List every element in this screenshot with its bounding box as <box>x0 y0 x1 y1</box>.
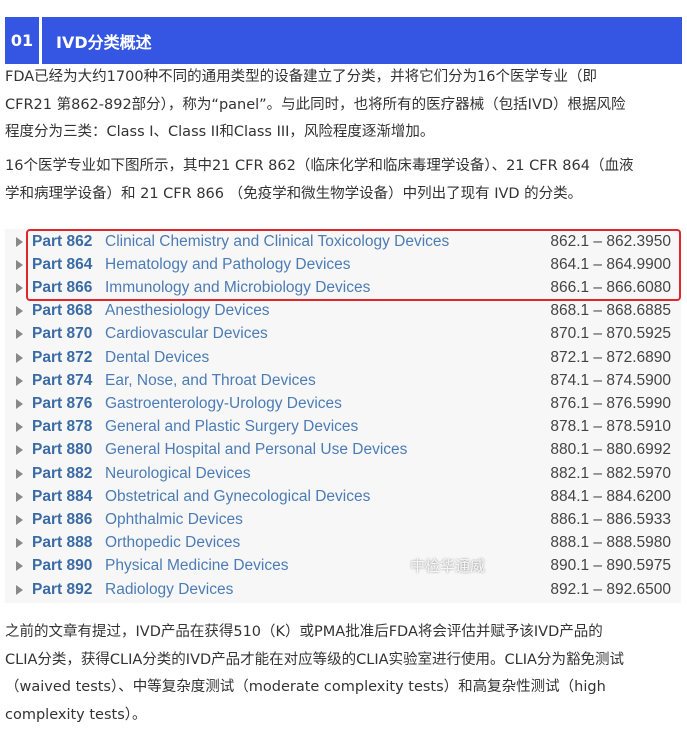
part-name[interactable]: Orthopedic Devices <box>105 534 241 552</box>
table-row[interactable]: Part 870 Cardiovascular Devices 870.1 – … <box>5 323 681 346</box>
table-row[interactable]: Part 878 General and Plastic Surgery Dev… <box>5 416 681 439</box>
part-name[interactable]: Dental Devices <box>105 348 210 366</box>
table-row[interactable]: Part 864 Hematology and Pathology Device… <box>5 253 681 276</box>
section-range: 878.1 – 878.5910 <box>550 418 671 436</box>
watermark: 中检华通威 <box>410 557 486 575</box>
section-title: IVD分类概述 <box>56 32 152 52</box>
part-name[interactable]: General Hospital and Personal Use Device… <box>105 441 408 459</box>
expand-triangle-icon[interactable] <box>16 259 23 270</box>
part-number[interactable]: Part 892 <box>32 580 93 598</box>
part-name[interactable]: Ear, Nose, and Throat Devices <box>105 371 316 389</box>
part-name[interactable]: Neurological Devices <box>105 464 251 482</box>
section-number: 01 <box>5 17 42 64</box>
section-range: 884.1 – 884.6200 <box>550 487 671 505</box>
section-range: 872.1 – 872.6890 <box>550 348 671 366</box>
table-row[interactable]: Part 880 General Hospital and Personal U… <box>5 439 681 462</box>
text-line: 16个医学专业如下图所示，其中21 CFR 862（临床化学和临床毒理学设备）、… <box>5 158 634 174</box>
table-row[interactable]: Part 888 Orthopedic Devices 888.1 – 888.… <box>5 532 681 555</box>
section-header: 01 IVD分类概述 <box>5 17 682 64</box>
expand-triangle-icon[interactable] <box>16 329 23 340</box>
expand-triangle-icon[interactable] <box>16 398 23 409</box>
part-name[interactable]: Immunology and Microbiology Devices <box>105 278 371 296</box>
expand-triangle-icon[interactable] <box>16 491 23 502</box>
paragraph-3: 之前的文章有提过，IVD产品在获得510（K）或PMA批准后FDA将会评估并赋予… <box>5 619 685 729</box>
section-range: 862.1 – 862.3950 <box>550 232 671 250</box>
section-range: 868.1 – 868.6885 <box>550 302 671 320</box>
text-line: 之前的文章有提过，IVD产品在获得510（K）或PMA批准后FDA将会评估并赋予… <box>5 624 603 640</box>
expand-triangle-icon[interactable] <box>16 282 23 293</box>
part-name[interactable]: Ophthalmic Devices <box>105 510 243 528</box>
part-name[interactable]: Physical Medicine Devices <box>105 557 289 575</box>
part-name[interactable]: Anesthesiology Devices <box>105 302 270 320</box>
cfr-parts-table: Part 862 Clinical Chemistry and Clinical… <box>5 229 681 603</box>
text-line: 程度分为三类：Class I、Class II和Class III，风险程度逐渐… <box>5 124 435 140</box>
section-range: 886.1 – 886.5933 <box>550 510 671 528</box>
part-number[interactable]: Part 880 <box>32 441 93 459</box>
part-number[interactable]: Part 868 <box>32 302 93 320</box>
part-number[interactable]: Part 874 <box>32 371 93 389</box>
part-number[interactable]: Part 864 <box>32 255 93 273</box>
table-row[interactable]: Part 890 Physical Medicine Devices 890.1… <box>5 555 681 578</box>
text-line: （waived tests）、中等复杂度测试（moderate complexi… <box>5 679 606 695</box>
section-range: 880.1 – 880.6992 <box>550 441 671 459</box>
part-name[interactable]: Radiology Devices <box>105 580 234 598</box>
part-name[interactable]: Cardiovascular Devices <box>105 325 268 343</box>
table-row[interactable]: Part 884 Obstetrical and Gynecological D… <box>5 485 681 508</box>
expand-triangle-icon[interactable] <box>16 514 23 525</box>
expand-triangle-icon[interactable] <box>16 422 23 433</box>
section-range: 882.1 – 882.5970 <box>550 464 671 482</box>
expand-triangle-icon[interactable] <box>16 445 23 456</box>
table-row[interactable]: Part 876 Gastroenterology-Urology Device… <box>5 392 681 415</box>
part-number[interactable]: Part 878 <box>32 418 93 436</box>
expand-triangle-icon[interactable] <box>16 538 23 549</box>
expand-triangle-icon[interactable] <box>16 306 23 317</box>
highlight-box <box>26 229 681 301</box>
expand-triangle-icon[interactable] <box>16 375 23 386</box>
expand-triangle-icon[interactable] <box>16 236 23 247</box>
table-row[interactable]: Part 868 Anesthesiology Devices 868.1 – … <box>5 300 681 323</box>
expand-triangle-icon[interactable] <box>16 352 23 363</box>
table-row[interactable]: Part 882 Neurological Devices 882.1 – 88… <box>5 462 681 485</box>
text-line: CLIA分类，获得CLIA分类的IVD产品才能在对应等级的CLIA实验室进行使用… <box>5 651 624 668</box>
table-row[interactable]: Part 874 Ear, Nose, and Throat Devices 8… <box>5 369 681 392</box>
part-number[interactable]: Part 888 <box>32 534 93 552</box>
table-row[interactable]: Part 862 Clinical Chemistry and Clinical… <box>5 230 681 253</box>
section-range: 864.1 – 864.9900 <box>550 255 671 273</box>
text-line: CFR21 第862-892部分），称为“panel”。与此同时，也将所有的医疗… <box>5 96 626 113</box>
section-range: 866.1 – 866.6080 <box>550 278 671 296</box>
part-name[interactable]: Hematology and Pathology Devices <box>105 255 351 273</box>
part-number[interactable]: Part 872 <box>32 348 93 366</box>
section-range: 870.1 – 870.5925 <box>550 325 671 343</box>
text-line: 学和病理学设备）和 21 CFR 866 （免疫学和微生物学设备）中列出了现有 … <box>5 185 583 202</box>
part-name[interactable]: Gastroenterology-Urology Devices <box>105 394 342 412</box>
paragraph-2: 16个医学专业如下图所示，其中21 CFR 862（临床化学和临床毒理学设备）、… <box>5 153 685 208</box>
expand-triangle-icon[interactable] <box>16 468 23 479</box>
section-range: 890.1 – 890.5975 <box>550 557 671 575</box>
part-name[interactable]: Obstetrical and Gynecological Devices <box>105 487 371 505</box>
expand-triangle-icon[interactable] <box>16 584 23 595</box>
part-number[interactable]: Part 884 <box>32 487 93 505</box>
table-row[interactable]: Part 866 Immunology and Microbiology Dev… <box>5 276 681 299</box>
part-number[interactable]: Part 882 <box>32 464 93 482</box>
section-range: 874.1 – 874.5900 <box>550 371 671 389</box>
part-number[interactable]: Part 870 <box>32 325 93 343</box>
part-number[interactable]: Part 866 <box>32 278 93 296</box>
expand-triangle-icon[interactable] <box>16 561 23 572</box>
table-row[interactable]: Part 872 Dental Devices 872.1 – 872.6890 <box>5 346 681 369</box>
part-name[interactable]: General and Plastic Surgery Devices <box>105 418 359 436</box>
table-row[interactable]: Part 886 Ophthalmic Devices 886.1 – 886.… <box>5 508 681 531</box>
section-range: 892.1 – 892.6500 <box>550 580 671 598</box>
part-number[interactable]: Part 886 <box>32 510 93 528</box>
part-name[interactable]: Clinical Chemistry and Clinical Toxicolo… <box>105 232 450 250</box>
section-range: 876.1 – 876.5990 <box>550 394 671 412</box>
text-line: complexity tests）。 <box>5 706 147 723</box>
table-row[interactable]: Part 892 Radiology Devices 892.1 – 892.6… <box>5 578 681 601</box>
text-line: FDA已经为大约1700种不同的通用类型的设备建立了分类，并将它们分为16个医学… <box>5 69 598 85</box>
part-number[interactable]: Part 890 <box>32 557 93 575</box>
section-range: 888.1 – 888.5980 <box>550 534 671 552</box>
part-number[interactable]: Part 862 <box>32 232 93 250</box>
part-number[interactable]: Part 876 <box>32 394 93 412</box>
paragraph-1: FDA已经为大约1700种不同的通用类型的设备建立了分类，并将它们分为16个医学… <box>5 64 685 147</box>
